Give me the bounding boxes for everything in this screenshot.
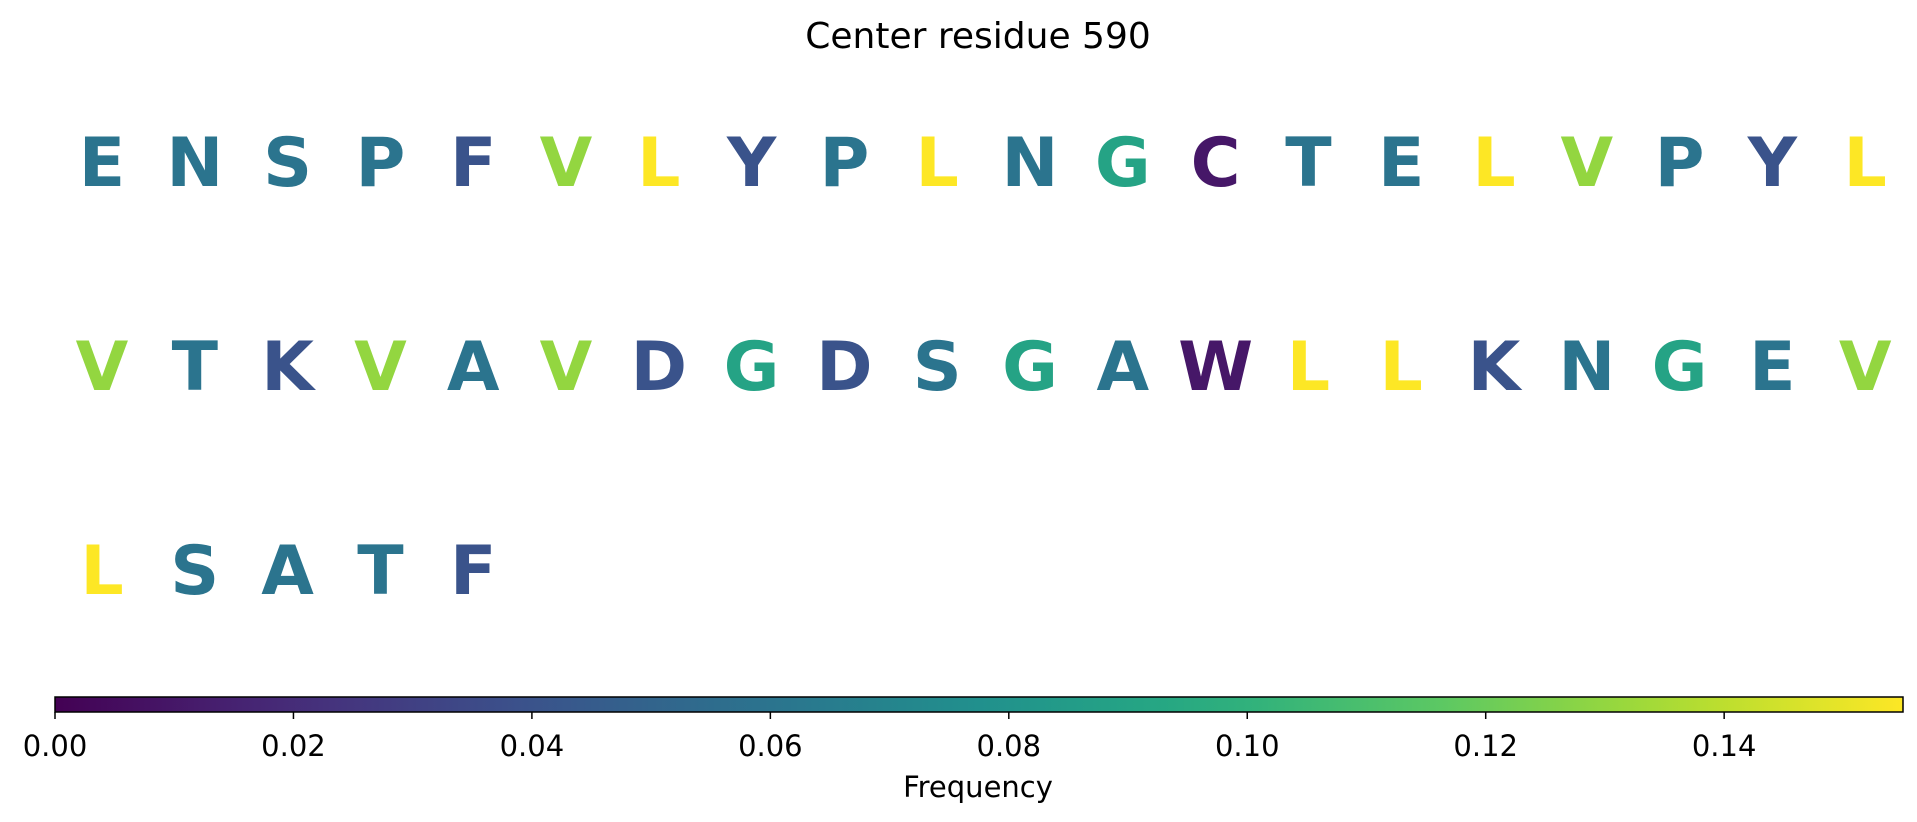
residue-letter: L — [1844, 124, 1887, 203]
residue-letter: G — [1652, 328, 1708, 407]
residue-letter: L — [1380, 328, 1423, 407]
colorbar-tick-label: 0.10 — [1215, 729, 1280, 763]
residue-letter: V — [1560, 124, 1613, 203]
residue-letter: G — [1002, 328, 1058, 407]
colorbar-tick-label: 0.02 — [261, 729, 326, 763]
residue-grid: E N S P F V L Y P L N G C T E L V P Y LV T K V A V D G D S G A W L L K N G E V… — [76, 124, 1892, 611]
residue-letter: D — [816, 328, 872, 407]
residue-letter: T — [172, 328, 219, 407]
residue-letter: G — [1095, 124, 1151, 203]
colorbar-label: Frequency — [903, 770, 1053, 804]
residue-letter: P — [819, 124, 869, 203]
residue-letter: S — [263, 124, 312, 203]
residue-letter: V — [354, 328, 407, 407]
residue-letter: G — [724, 328, 780, 407]
colorbar-tick-label: 0.08 — [977, 729, 1042, 763]
residue-letter: C — [1191, 124, 1241, 203]
residue-letter: P — [355, 124, 405, 203]
residue-letter: D — [631, 328, 687, 407]
residue-letter: A — [447, 328, 500, 407]
residue-letter: S — [170, 532, 219, 611]
residue-letter: Y — [726, 124, 777, 203]
residue-letter: K — [261, 328, 316, 407]
residue-letter: W — [1178, 328, 1253, 407]
colorbar-gradient — [54, 696, 1904, 713]
residue-letter: L — [1472, 124, 1515, 203]
residue-letter: S — [913, 328, 962, 407]
residue-letter: N — [166, 124, 223, 203]
colorbar-tick-label: 0.04 — [500, 729, 565, 763]
residue-letter: A — [1096, 328, 1149, 407]
residue-letter: Y — [1747, 124, 1798, 203]
residue-letter: L — [80, 532, 123, 611]
chart-title: Center residue 590 — [805, 16, 1151, 57]
residue-letter: L — [916, 124, 959, 203]
residue-letter: T — [1285, 124, 1332, 203]
residue-letter: L — [1287, 328, 1330, 407]
colorbar-tick-label: 0.12 — [1453, 729, 1518, 763]
residue-letter: A — [261, 532, 314, 611]
residue-letter: N — [1558, 328, 1615, 407]
residue-letter: F — [450, 532, 496, 611]
residue-letter: T — [357, 532, 404, 611]
residue-letter: V — [76, 328, 129, 407]
residue-letter: E — [1378, 124, 1424, 203]
colorbar-tick-label: 0.14 — [1692, 729, 1757, 763]
residue-letter: K — [1468, 328, 1523, 407]
colorbar-tick-label: 0.00 — [23, 729, 88, 763]
residue-letter: V — [540, 328, 593, 407]
residue-letter: N — [1002, 124, 1059, 203]
residue-letter: L — [637, 124, 680, 203]
colorbar-tick-label: 0.06 — [738, 729, 803, 763]
residue-letter: P — [1655, 124, 1705, 203]
residue-letter: V — [1839, 328, 1892, 407]
residue-letter: E — [1749, 328, 1795, 407]
residue-letter: F — [450, 124, 496, 203]
colorbar: 0.00 0.02 0.04 0.06 0.08 0.10 0.12 0.14 — [23, 696, 1904, 763]
residue-letter: E — [79, 124, 125, 203]
residue-letter: V — [540, 124, 593, 203]
